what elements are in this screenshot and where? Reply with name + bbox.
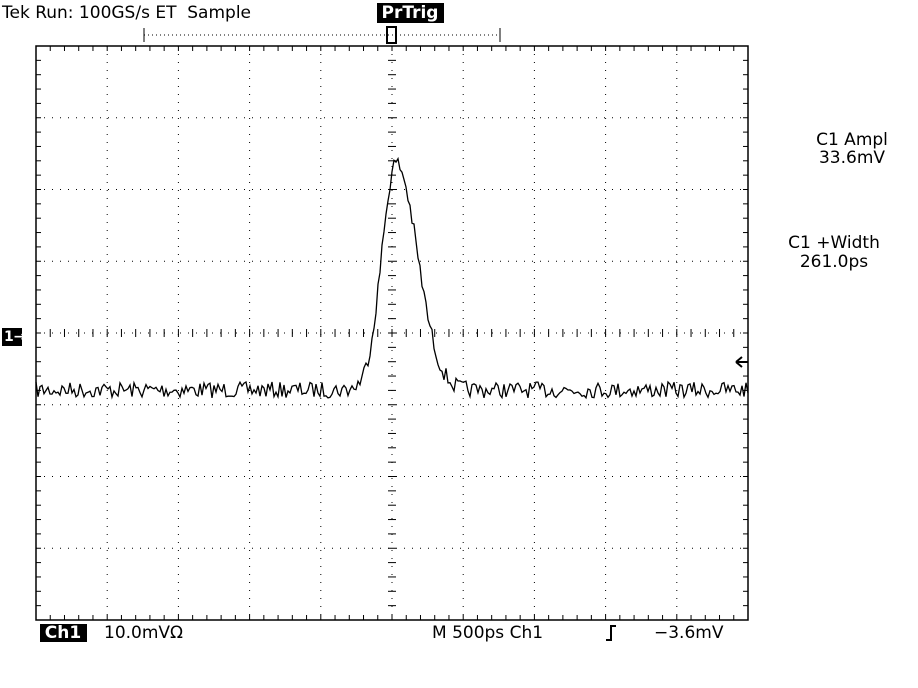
footer-channel-box bbox=[40, 624, 87, 642]
record-position bbox=[386, 26, 397, 44]
measurement-value: 33.6mV bbox=[819, 148, 885, 168]
vertical-scale: 10.0mVΩ bbox=[104, 623, 183, 643]
status-line: Tek Run: 100GS/s ET Sample bbox=[1, 3, 251, 23]
graticule bbox=[35, 45, 748, 620]
trigger-slope-icon bbox=[606, 625, 616, 641]
measurement-value: 261.0ps bbox=[800, 252, 868, 272]
trigger-level: −3.6mV bbox=[654, 623, 724, 643]
channel-marker-box bbox=[2, 328, 22, 346]
waveform-trace bbox=[35, 156, 749, 400]
trigger-state-box bbox=[377, 3, 444, 23]
measurement-label: C1 Ampl bbox=[816, 130, 888, 150]
trigger-state: PrTrig bbox=[382, 3, 439, 23]
timebase: M 500ps Ch1 bbox=[432, 623, 543, 643]
footer-channel: Ch1 bbox=[45, 623, 81, 643]
trigger-level-marker bbox=[735, 356, 748, 368]
measurement-label: C1 +Width bbox=[788, 233, 880, 253]
channel-marker: 1→ bbox=[4, 329, 26, 345]
